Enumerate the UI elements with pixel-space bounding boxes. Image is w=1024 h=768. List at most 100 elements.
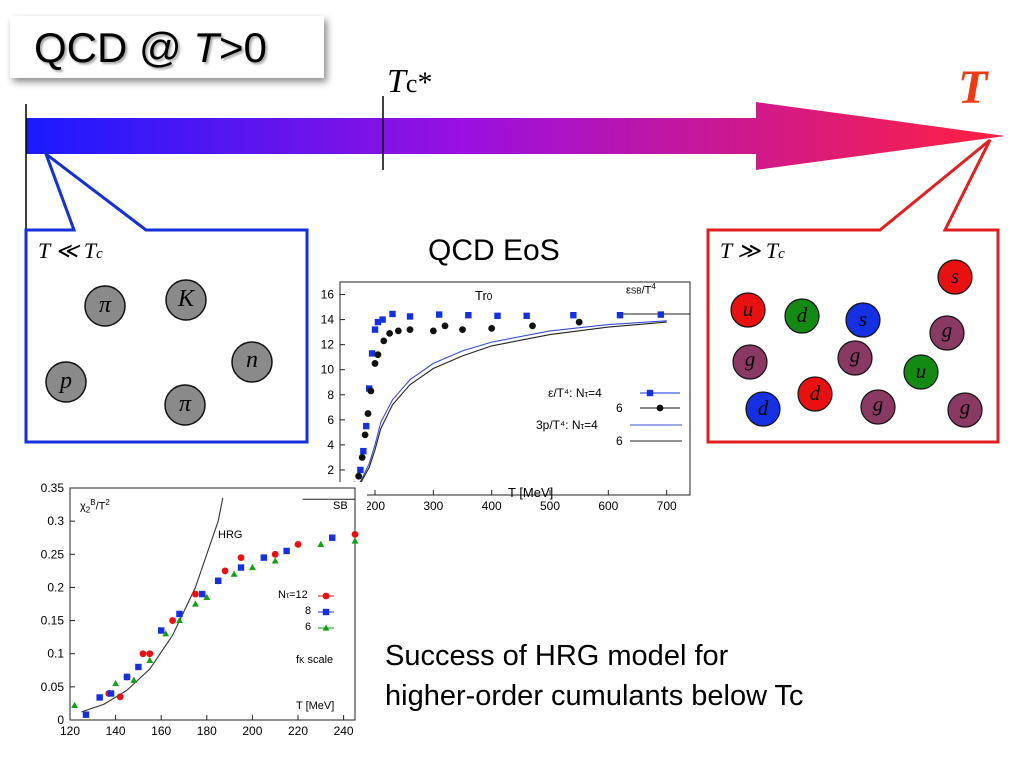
- d1-label: d: [796, 303, 808, 327]
- parton-s2-ball: [845, 302, 881, 338]
- hrg-plot-panel: [22, 482, 367, 750]
- p-label: p: [60, 368, 72, 394]
- hadron-p-ball: [45, 361, 87, 403]
- g5-label: g: [959, 395, 971, 419]
- parton-u1-ball: [730, 292, 766, 328]
- hrg-series-1-point: [146, 650, 154, 658]
- eos-ytick-label: 10: [321, 363, 335, 377]
- eos-series-0-point: [523, 312, 530, 320]
- hrg-frame: [69, 487, 356, 721]
- hadron-k-ball: [165, 279, 207, 321]
- hrg-series-2-point: [82, 711, 90, 718]
- eos-series-1-point: [361, 431, 369, 439]
- hrg-series-3-point: [249, 563, 256, 571]
- hrg-series-1-point: [169, 617, 177, 624]
- eos-xtick-label: 700: [657, 499, 677, 513]
- eos-ytick-label: 4: [327, 438, 334, 452]
- hrg-series-1-point: [221, 567, 229, 575]
- hrg-series-1-point: [271, 550, 279, 558]
- g2-label: g: [744, 347, 756, 371]
- hrg-series-0-line: [81, 497, 224, 713]
- hrg-legend-3: 6: [305, 621, 312, 633]
- hrg-series-2-point: [237, 564, 245, 571]
- eos-series-1-point: [371, 360, 379, 367]
- hrg-curve-label: HRG: [218, 529, 243, 541]
- eos-frame: [339, 281, 691, 496]
- eos-ytick-label: 2: [327, 463, 334, 477]
- eos-series-1-point: [386, 329, 393, 337]
- eos-series-0-point: [374, 318, 382, 326]
- eos-xtick-label: 400: [482, 499, 502, 513]
- title-box: [10, 16, 324, 78]
- hrg-ytick-label: 0: [57, 713, 64, 727]
- hadron-n-ball: [231, 341, 273, 383]
- eos-legend-1: ε/T⁴: Nτ=4: [548, 386, 602, 400]
- hrg-ytick-label: 0.3: [47, 514, 64, 528]
- eos-series-0-point: [570, 312, 577, 319]
- eos-ytick-label: 14: [321, 313, 335, 327]
- eos-series-1-point: [380, 337, 388, 345]
- n-label: n: [246, 347, 258, 373]
- hadron-balls: [45, 279, 273, 426]
- hrg-series-3-point: [230, 570, 238, 577]
- hadron-pi2-ball: [164, 384, 206, 426]
- eos-series-2-line: [357, 320, 667, 488]
- hrg-series-2-point: [123, 673, 131, 681]
- title-suffix: >0: [218, 24, 267, 71]
- hrg-series-2-point: [176, 610, 183, 618]
- hrg-xtick-label: 160: [151, 724, 171, 738]
- eos-series-1-point: [429, 327, 437, 335]
- hrg-series-2-point: [107, 690, 115, 697]
- eos-heading: QCD EoS: [428, 234, 560, 267]
- caption-line-2: higher-order cumulants below Tc: [385, 680, 804, 712]
- hrg-series-2-point: [135, 663, 142, 671]
- eos-xtick-label: 200: [365, 499, 385, 513]
- hrg-ytick-label: 0.05: [41, 680, 65, 694]
- parton-g4-ball: [860, 389, 896, 425]
- hrg-xtick-label: 140: [106, 724, 126, 738]
- pi-label: π: [98, 292, 112, 318]
- eos-series-1-point: [355, 472, 363, 480]
- eos-series-1-point: [367, 387, 375, 395]
- eos-series-3-line: [357, 321, 667, 489]
- low-t-label: T ≪ Tc: [38, 238, 103, 263]
- hrg-series-1-point: [294, 540, 302, 548]
- k-label: K: [177, 286, 194, 312]
- title-var: T: [193, 24, 219, 71]
- eos-series-0-point: [465, 312, 472, 319]
- u1-label: u: [742, 297, 754, 321]
- parton-d3-ball: [745, 391, 781, 427]
- eos-xtick-label: 500: [540, 499, 560, 513]
- s2-label: s: [858, 307, 868, 331]
- eos-xtick-label: 600: [598, 499, 618, 513]
- eos-ytick-label: 6: [327, 413, 334, 427]
- eos-series-0-point: [368, 350, 376, 357]
- eos-series-1-point: [459, 326, 466, 334]
- d3-label: d: [757, 396, 769, 420]
- d2-label: d: [809, 381, 821, 405]
- hrg-series-3-point: [271, 557, 279, 564]
- eos-series-1-point: [406, 326, 414, 334]
- eos-series-0-point: [657, 311, 665, 318]
- eos-plot-panel: [310, 278, 695, 508]
- hrg-ytick-label: 0.35: [41, 481, 65, 495]
- hrg-series-3-point: [146, 656, 154, 663]
- eos-ytick-label: 8: [327, 388, 334, 402]
- hrg-ytick-label: 0.25: [41, 547, 65, 561]
- parton-s1-ball: [937, 259, 973, 295]
- eos-series-0-point: [389, 310, 396, 318]
- hrg-series-2-point: [329, 534, 336, 541]
- hrg-series-3-point: [162, 630, 170, 637]
- slide-title: QCD @ T>0: [34, 24, 267, 72]
- s1-label: s: [950, 264, 960, 288]
- hrg-series-3-point: [317, 540, 325, 547]
- eos-xlabel: T [MeV]: [508, 485, 554, 500]
- eos-series-0-point: [494, 312, 501, 320]
- hrg-series-3-point: [176, 616, 183, 624]
- g4-label: g: [872, 392, 884, 416]
- eos-series-1-point: [575, 318, 583, 326]
- parton-g1-ball: [929, 315, 965, 351]
- hrg-series-3-point: [203, 593, 211, 600]
